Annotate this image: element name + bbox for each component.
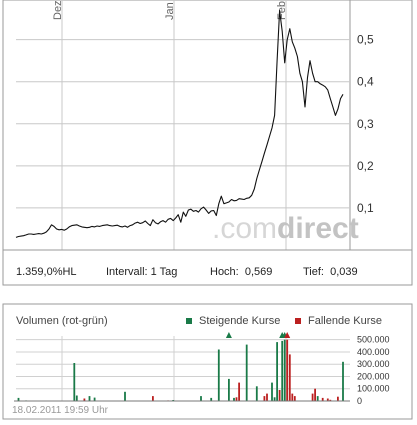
volume-bar-up bbox=[271, 382, 273, 401]
stat-interval: Intervall: 1 Tag bbox=[106, 266, 177, 278]
volume-bar-up bbox=[255, 386, 258, 401]
price-y-tick-label: 0,3 bbox=[357, 117, 374, 131]
price-grid bbox=[16, 0, 350, 250]
volume-bar-up bbox=[217, 349, 220, 401]
legend-down-swatch bbox=[295, 318, 301, 324]
month-label: Feb bbox=[276, 1, 288, 20]
volume-bar-up bbox=[75, 395, 78, 401]
volume-bar-down bbox=[83, 398, 86, 401]
volume-y-tick-label: 200.000 bbox=[357, 371, 390, 381]
volume-bar-down bbox=[288, 354, 291, 401]
volume-bar-up bbox=[124, 391, 126, 401]
watermark-comdirect: .comdirect bbox=[212, 212, 359, 245]
volume-bar-up bbox=[233, 397, 235, 401]
volume-y-tick-label: 500.000 bbox=[357, 335, 390, 345]
volume-bar-down bbox=[321, 397, 324, 401]
price-y-tick-label: 0,1 bbox=[357, 201, 374, 215]
volume-bar-down bbox=[337, 396, 339, 401]
volume-bar-down bbox=[329, 399, 332, 401]
volume-y-tick-label: 100.000 bbox=[357, 384, 390, 394]
volume-bar-down bbox=[311, 393, 314, 401]
volume-y-axis: 0 100.000 200.000 300.000 400.000 500.000 bbox=[357, 335, 390, 406]
volume-bar-down bbox=[235, 397, 238, 401]
price-line bbox=[15, 10, 344, 238]
volume-bar-up bbox=[276, 342, 278, 401]
volume-bar-down bbox=[314, 388, 316, 401]
volume-bars bbox=[17, 339, 344, 401]
volume-clip-arrows bbox=[225, 332, 291, 338]
volume-bar-up bbox=[17, 397, 20, 401]
stats-strip bbox=[2, 249, 413, 286]
volume-bar-up bbox=[73, 363, 76, 401]
volume-bar-up bbox=[93, 397, 96, 401]
timestamp: 18.02.2011 19:59 Uhr bbox=[12, 405, 109, 416]
volume-bar-down bbox=[278, 390, 281, 401]
volume-y-tick-label: 0 bbox=[357, 396, 362, 406]
volume-bar-up bbox=[200, 396, 202, 401]
legend-up-label: Steigende Kurse bbox=[199, 315, 280, 327]
price-y-tick-label: 0,2 bbox=[357, 159, 374, 173]
volume-clip-arrow-up bbox=[225, 332, 232, 338]
volume-bar-up bbox=[210, 397, 213, 401]
volume-bar-down bbox=[238, 382, 240, 401]
price-y-tick-label: 0,4 bbox=[357, 75, 374, 89]
volume-bar-up bbox=[316, 396, 319, 401]
month-label: Jan bbox=[164, 2, 176, 20]
volume-bar-up bbox=[283, 339, 286, 401]
volume-bar-up bbox=[342, 361, 344, 401]
volume-bar-up bbox=[228, 378, 230, 401]
stat-low: Tief: 0,039 bbox=[303, 266, 358, 278]
price-y-tick-label: 0,5 bbox=[357, 33, 374, 47]
month-label: Dez bbox=[52, 0, 64, 20]
price-y-axis: 0,1 0,2 0,3 0,4 0,5 bbox=[357, 33, 374, 215]
stat-high: Hoch: 0,569 bbox=[210, 266, 272, 278]
volume-bar-up bbox=[281, 340, 284, 401]
legend-up-swatch bbox=[186, 318, 192, 324]
volume-bar-down bbox=[286, 339, 289, 401]
stat-change: 1.359,0%HL bbox=[16, 266, 77, 278]
volume-bar-down bbox=[326, 398, 329, 401]
volume-clip-arrow-down bbox=[284, 332, 291, 338]
volume-grid bbox=[16, 336, 350, 401]
volume-bar-up bbox=[88, 396, 91, 401]
volume-bar-up bbox=[273, 397, 276, 401]
volume-bar-down bbox=[263, 396, 266, 401]
volume-bar-down bbox=[266, 393, 268, 401]
volume-bar-down bbox=[291, 393, 294, 401]
volume-title: Volumen (rot-grün) bbox=[16, 315, 108, 327]
volume-bar-down bbox=[293, 396, 296, 401]
volume-bar-down bbox=[152, 396, 154, 401]
volume-y-tick-label: 400.000 bbox=[357, 347, 390, 357]
volume-bar-up bbox=[245, 344, 248, 401]
volume-y-tick-label: 300.000 bbox=[357, 359, 390, 369]
legend-down-label: Fallende Kurse bbox=[308, 315, 382, 327]
